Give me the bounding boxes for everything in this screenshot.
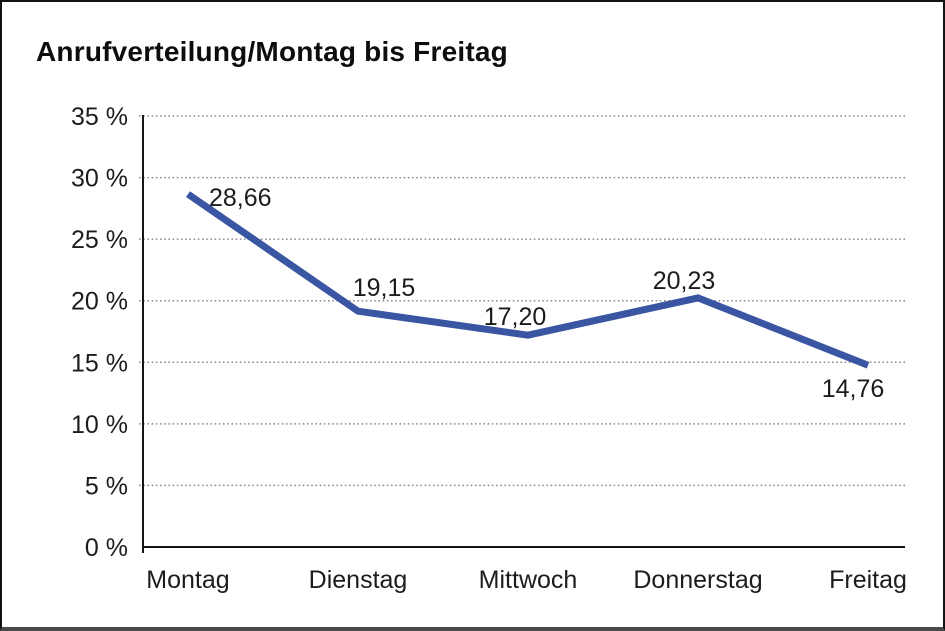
y-tick-label: 30 % (71, 165, 128, 193)
x-tick-label: Montag (146, 566, 229, 594)
y-tick-label: 10 % (71, 411, 128, 439)
y-tick-label: 25 % (71, 226, 128, 254)
data-series-line (186, 191, 870, 369)
data-point-label: 19,15 (353, 274, 416, 302)
x-tick-label: Donnerstag (633, 566, 762, 594)
chart-title: Anrufverteilung/Montag bis Freitag (36, 36, 508, 67)
y-tick-label: 15 % (71, 349, 128, 377)
data-point-label: 14,76 (822, 375, 885, 403)
x-tick-label: Dienstag (309, 566, 408, 594)
y-tick-label: 5 % (85, 472, 128, 500)
y-tick-label: 20 % (71, 288, 128, 316)
y-tick-label: 0 % (85, 534, 128, 562)
data-point-label: 20,23 (653, 267, 716, 295)
y-tick-label: 35 % (71, 103, 128, 131)
data-point-label: 17,20 (484, 303, 547, 331)
x-tick-label: Mittwoch (479, 566, 578, 594)
data-point-label: 28,66 (209, 184, 272, 212)
x-tick-label: Freitag (829, 566, 907, 594)
